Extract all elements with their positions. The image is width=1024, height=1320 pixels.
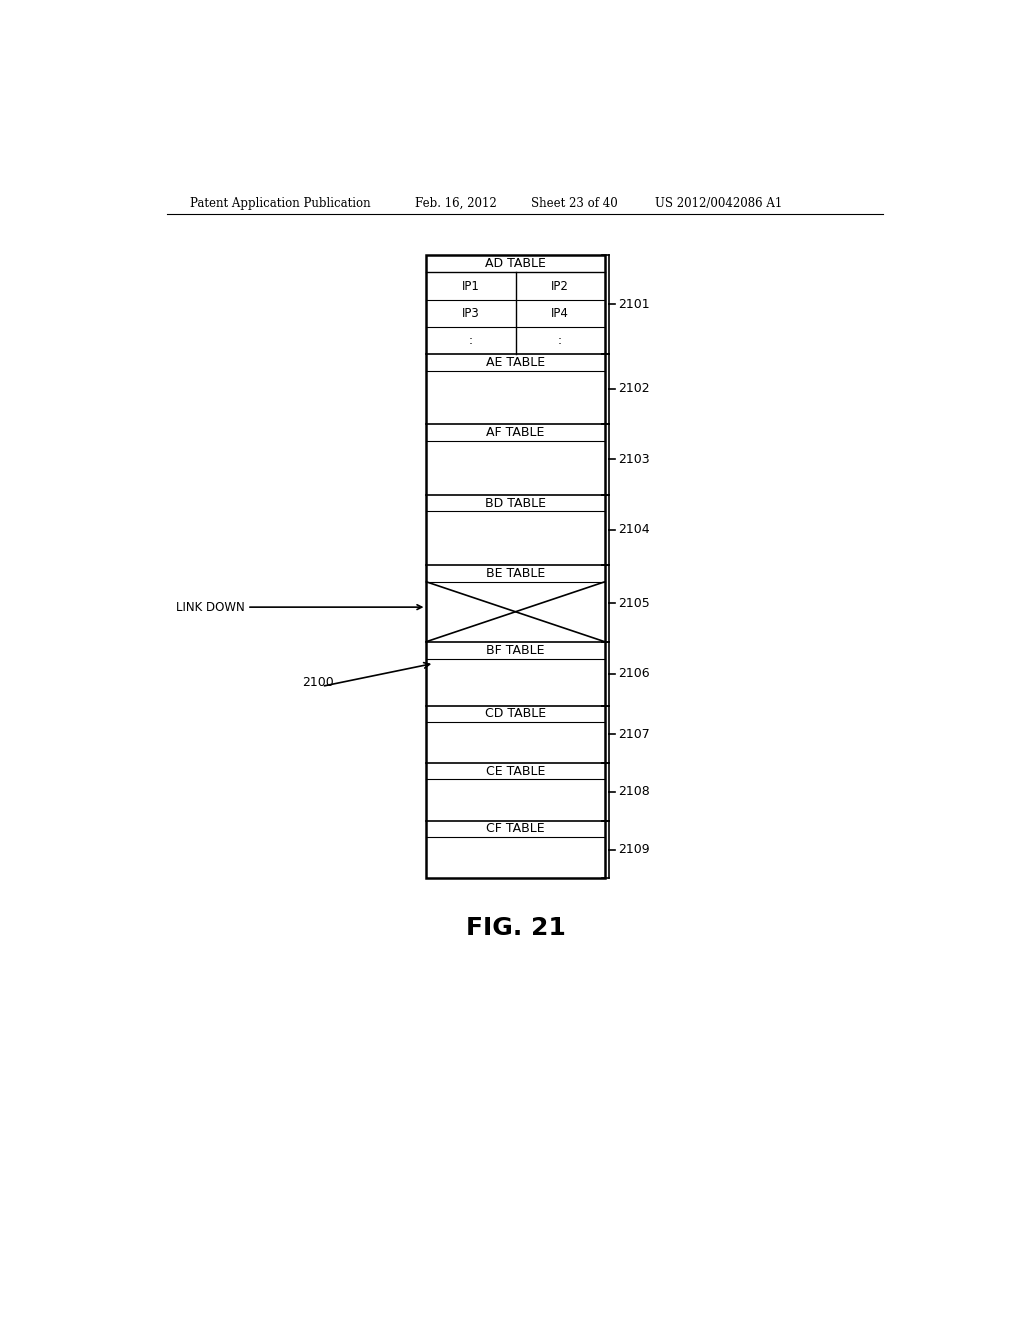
Text: FIG. 21: FIG. 21 <box>466 916 565 940</box>
Text: CF TABLE: CF TABLE <box>486 822 545 836</box>
Text: Sheet 23 of 40: Sheet 23 of 40 <box>531 197 617 210</box>
Text: 2100: 2100 <box>302 676 334 689</box>
Text: 2106: 2106 <box>617 667 649 680</box>
Text: CE TABLE: CE TABLE <box>485 764 545 777</box>
Text: CD TABLE: CD TABLE <box>485 708 546 721</box>
Text: IP2: IP2 <box>551 280 569 293</box>
Text: :: : <box>558 334 562 347</box>
Bar <box>426 255 604 878</box>
Text: Patent Application Publication: Patent Application Publication <box>190 197 371 210</box>
Text: BF TABLE: BF TABLE <box>486 644 545 656</box>
Text: AF TABLE: AF TABLE <box>486 426 545 440</box>
Text: 2108: 2108 <box>617 785 649 799</box>
Text: Feb. 16, 2012: Feb. 16, 2012 <box>415 197 497 210</box>
Text: 2107: 2107 <box>617 727 649 741</box>
Text: 2101: 2101 <box>617 298 649 310</box>
Text: BE TABLE: BE TABLE <box>485 566 545 579</box>
Text: 2103: 2103 <box>617 453 649 466</box>
Text: 2105: 2105 <box>617 597 649 610</box>
Text: AE TABLE: AE TABLE <box>486 356 545 368</box>
Text: LINK DOWN: LINK DOWN <box>175 601 422 614</box>
Text: AD TABLE: AD TABLE <box>485 257 546 271</box>
Text: 2104: 2104 <box>617 523 649 536</box>
Text: US 2012/0042086 A1: US 2012/0042086 A1 <box>655 197 782 210</box>
Text: IP3: IP3 <box>462 306 480 319</box>
Text: 2109: 2109 <box>617 843 649 857</box>
Text: 2102: 2102 <box>617 383 649 396</box>
Text: IP1: IP1 <box>462 280 480 293</box>
Text: BD TABLE: BD TABLE <box>485 496 546 510</box>
Text: IP4: IP4 <box>551 306 569 319</box>
Text: :: : <box>469 334 473 347</box>
